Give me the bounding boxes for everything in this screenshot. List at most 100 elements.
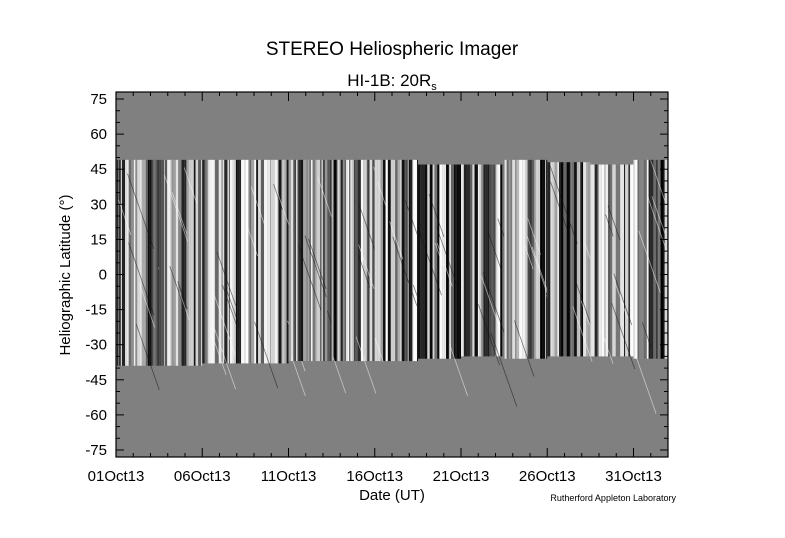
credit-label: Rutherford Appleton Laboratory	[550, 493, 676, 503]
data-column	[198, 159, 202, 366]
data-column	[412, 159, 414, 362]
data-column	[401, 159, 405, 362]
data-column	[407, 159, 409, 362]
data-column	[214, 159, 216, 364]
data-column	[221, 159, 223, 364]
data-column	[504, 159, 506, 359]
data-column	[638, 159, 643, 359]
x-tick-label: 06Oct13	[174, 468, 231, 485]
data-column	[354, 159, 358, 362]
data-column	[642, 159, 644, 359]
data-column	[338, 159, 341, 362]
feature-streak	[601, 331, 614, 364]
data-column	[459, 164, 461, 359]
subtitle-main: HI-1B: 20R	[347, 71, 431, 90]
data-column	[574, 162, 577, 357]
data-column	[664, 159, 668, 359]
data-column	[155, 159, 158, 366]
data-column	[322, 159, 326, 362]
data-column	[204, 159, 206, 364]
data-column	[295, 159, 297, 362]
data-column	[369, 159, 373, 362]
data-column	[608, 164, 610, 357]
data-column	[396, 159, 398, 362]
feature-streak	[183, 167, 198, 204]
feature-streak	[359, 205, 377, 255]
data-column	[420, 164, 424, 359]
data-column	[270, 159, 271, 364]
y-tick-label: 60	[90, 126, 107, 143]
data-column	[519, 159, 523, 359]
data-column	[495, 164, 497, 357]
data-column	[131, 159, 134, 366]
data-column	[380, 159, 384, 362]
data-column	[310, 159, 313, 362]
data-column	[481, 164, 484, 357]
data-column	[570, 162, 572, 357]
data-column	[293, 159, 295, 362]
data-column	[450, 164, 455, 359]
data-column	[141, 159, 145, 366]
feature-streak	[417, 228, 442, 296]
data-column	[153, 159, 156, 366]
data-column	[344, 159, 347, 362]
data-column	[466, 164, 471, 357]
feature-streak	[449, 344, 468, 396]
feature-streak	[605, 214, 614, 237]
x-tick-label: 16Oct13	[346, 468, 403, 485]
data-column	[432, 164, 435, 359]
feature-streak	[481, 276, 501, 330]
data-column	[474, 164, 475, 357]
data-column	[456, 164, 460, 359]
data-column	[333, 159, 336, 362]
data-column	[331, 159, 334, 362]
data-column	[170, 159, 172, 366]
coverage-segment	[547, 162, 613, 362]
x-tick-labels: 01Oct13 06Oct13 11Oct13 16Oct13 21Oct13 26Oct…	[88, 468, 662, 485]
data-column	[385, 159, 388, 362]
feature-streak	[641, 322, 652, 349]
data-column	[531, 159, 535, 359]
data-column	[429, 164, 433, 359]
data-column	[135, 159, 138, 366]
data-column	[522, 159, 526, 359]
feature-streak	[211, 334, 227, 376]
data-column	[643, 159, 647, 359]
data-column	[439, 164, 443, 359]
data-column	[393, 159, 396, 362]
feature-streak	[651, 196, 666, 235]
data-column	[525, 159, 527, 359]
y-axis-label: Heliographic Latitude (°)	[57, 194, 74, 355]
data-column	[423, 164, 425, 359]
feature-streak	[650, 160, 668, 212]
data-column	[337, 159, 339, 362]
feature-streak	[213, 292, 236, 356]
data-column	[161, 159, 165, 366]
data-column	[496, 164, 499, 357]
data-column	[342, 159, 345, 362]
data-column	[171, 159, 174, 366]
data-column	[399, 159, 401, 362]
data-column	[657, 159, 661, 359]
data-column	[365, 159, 367, 362]
data-column	[213, 159, 215, 364]
data-column	[502, 164, 505, 357]
feature-streak	[638, 230, 661, 293]
data-column	[449, 164, 451, 359]
data-column	[612, 164, 615, 357]
data-column	[178, 159, 182, 366]
data-column	[360, 159, 364, 362]
data-column	[594, 164, 598, 357]
data-column	[137, 159, 140, 366]
data-column	[540, 159, 543, 359]
data-column	[633, 159, 635, 359]
feature-streak	[211, 321, 237, 390]
data-column	[144, 159, 146, 366]
data-column	[559, 162, 561, 357]
data-column	[579, 162, 582, 357]
data-column	[251, 159, 255, 364]
data-column	[538, 159, 541, 359]
data-column	[563, 162, 567, 357]
y-tick-label: -75	[85, 442, 107, 459]
coverage-segment	[331, 159, 395, 394]
